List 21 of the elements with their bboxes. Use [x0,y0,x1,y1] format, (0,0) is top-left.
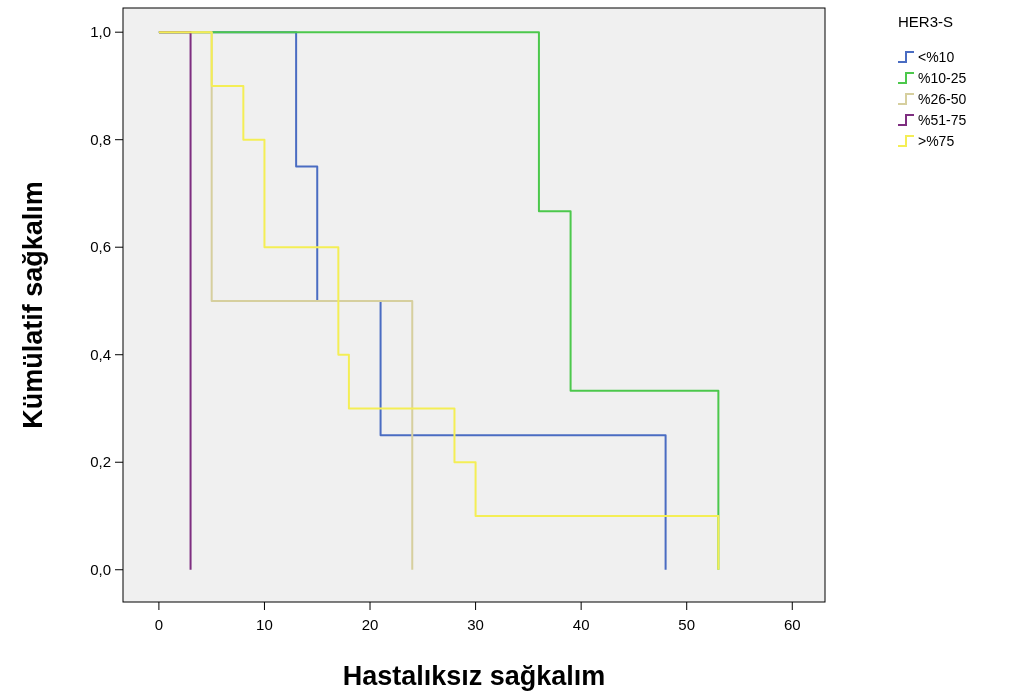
y-axis-title: Kümülatif sağkalım [18,181,48,429]
x-tick-label: 30 [467,616,484,633]
legend-label: %51-75 [918,112,967,128]
y-tick-label: 0,0 [90,560,111,578]
y-tick-label: 1,0 [90,23,111,41]
legend-label: %26-50 [918,91,967,107]
x-tick-label: 60 [783,616,801,633]
legend-label: <%10 [918,49,955,65]
legend-title: HER3-S [898,13,954,30]
x-tick-label: 20 [361,616,379,633]
x-tick-label: 0 [154,616,164,633]
x-tick-label: 50 [678,616,696,633]
y-tick-label: 0,6 [90,238,111,256]
y-tick-label: 0,4 [90,345,111,363]
x-tick-label: 40 [572,616,590,633]
legend-label: >%75 [918,133,955,149]
y-tick-label: 0,8 [90,130,111,148]
legend-label: %10-25 [918,70,967,86]
y-tick-label: 0,2 [90,453,111,471]
x-tick-label: 10 [256,616,273,633]
x-axis-title: Hastalıksız sağkalım [342,661,606,691]
